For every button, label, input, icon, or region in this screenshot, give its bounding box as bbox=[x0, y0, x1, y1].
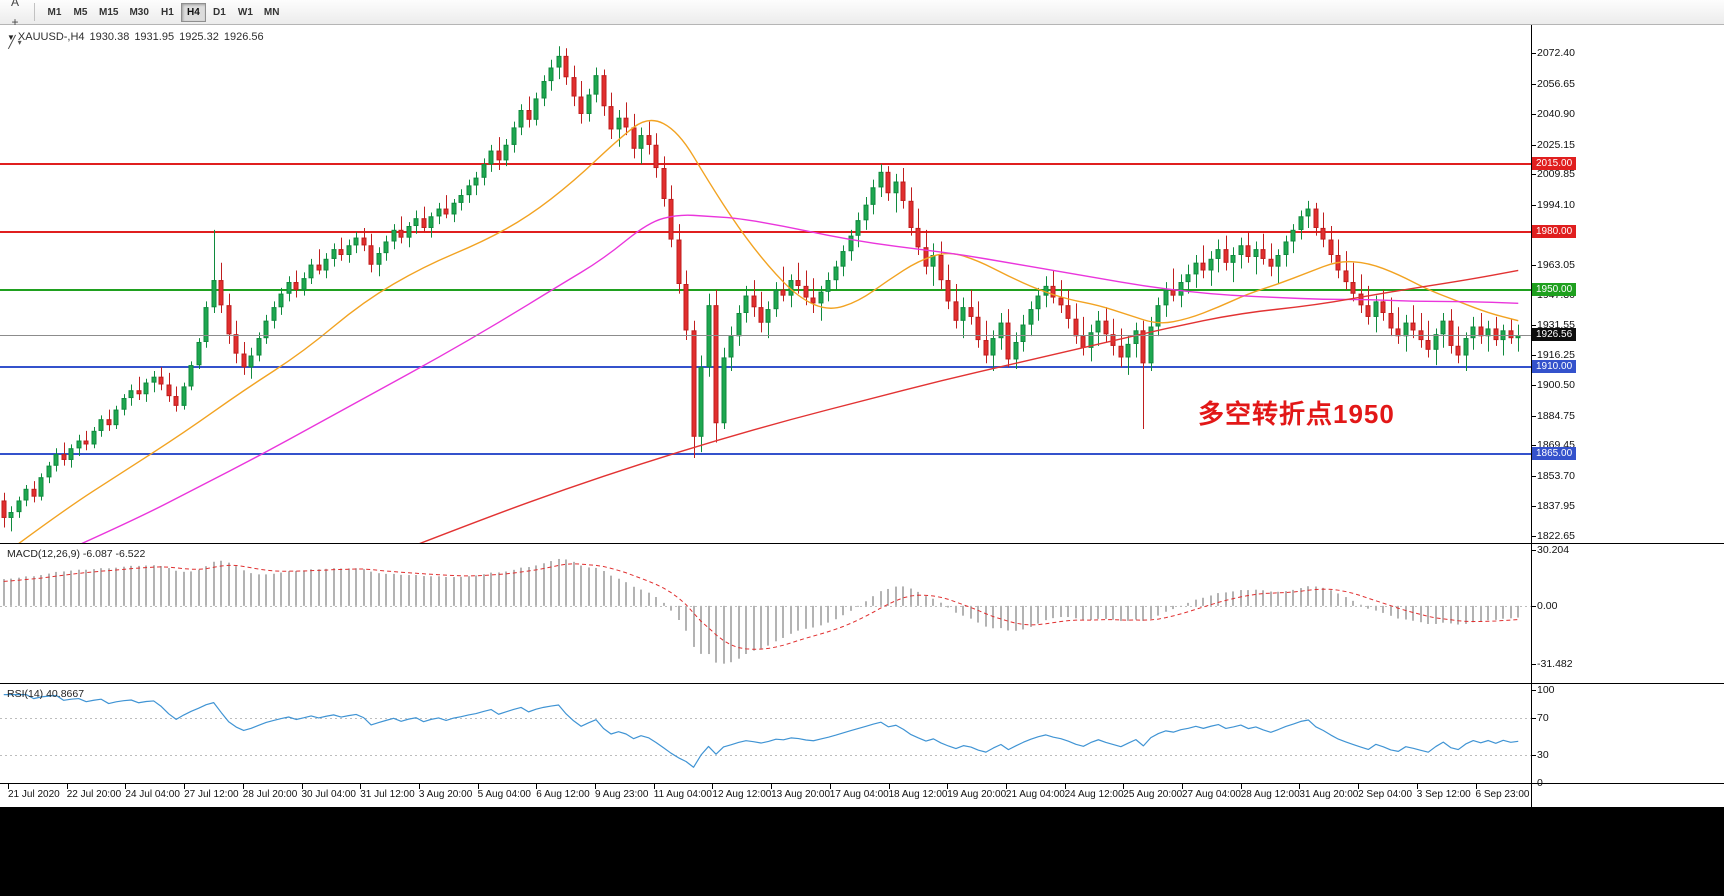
time-axis-label: 30 Jul 04:00 bbox=[301, 789, 357, 800]
time-axis-label: 27 Aug 04:00 bbox=[1182, 789, 1241, 800]
time-axis-label: 21 Jul 2020 bbox=[8, 789, 60, 800]
symbol-label: XAUUSD-,H4 bbox=[17, 31, 85, 43]
timeframe-button-m15[interactable]: M15 bbox=[94, 3, 123, 22]
timeframe-button-m30[interactable]: M30 bbox=[124, 3, 153, 22]
timeframe-toolbar: M1 M5 M15 M30 H1 H4 D1 W1 MN bbox=[42, 2, 285, 22]
price-axis-tick: 1884.75 bbox=[1537, 409, 1575, 422]
price-axis-tick: 1837.95 bbox=[1537, 500, 1575, 513]
time-axis-label: 22 Jul 20:00 bbox=[66, 789, 122, 800]
timeframe-button-mn[interactable]: MN bbox=[259, 3, 285, 22]
text-tool-icon-glyph: A bbox=[10, 0, 19, 9]
level-badge-2015.00: 2015.00 bbox=[1532, 157, 1577, 171]
toolbar-separator bbox=[34, 3, 35, 21]
time-axis-label: 19 Aug 20:00 bbox=[947, 789, 1007, 800]
time-axis-label: 18 Aug 12:00 bbox=[888, 789, 948, 800]
price-axis-tick: 2040.90 bbox=[1537, 108, 1575, 121]
toolbar-icon-group: ≡A+╱▾ bbox=[4, 0, 27, 52]
macd-axis-tick: 30.204 bbox=[1537, 544, 1570, 557]
price-axis-tick: 2072.40 bbox=[1537, 47, 1575, 60]
high-value: 1931.95 bbox=[134, 31, 175, 43]
trendline-tools-dropdown-glyph: ╱ bbox=[8, 35, 16, 49]
level-line-1865.00[interactable] bbox=[0, 453, 1531, 456]
timeframe-button-m5[interactable]: M5 bbox=[68, 3, 93, 22]
price-axis-tick: 1900.50 bbox=[1537, 379, 1575, 392]
price-axis-line bbox=[1531, 25, 1532, 807]
rsi-axis-tick: 0 bbox=[1537, 777, 1543, 789]
rsi-indicator-label: RSI(14) 40.8667 bbox=[7, 688, 85, 700]
price-axis-tick: 2056.65 bbox=[1537, 77, 1575, 90]
chart-header: ▼ XAUUSD-,H4 1930.38 1931.95 1925.32 1926.56 bbox=[7, 31, 269, 43]
window-bottom-bar bbox=[0, 807, 1724, 896]
time-axis-label: 9 Aug 23:00 bbox=[595, 789, 649, 800]
time-axis-label: 21 Aug 04:00 bbox=[1005, 789, 1065, 800]
price-axis-tick: 1963.05 bbox=[1537, 258, 1575, 271]
time-axis-label: 28 Aug 12:00 bbox=[1240, 789, 1300, 800]
crosshair-icon[interactable]: + bbox=[4, 12, 26, 32]
macd-axis-tick: 0.00 bbox=[1537, 599, 1558, 612]
macd-indicator-label: MACD(12,26,9) -6.087 -6.522 bbox=[7, 548, 146, 560]
timeframe-button-m1[interactable]: M1 bbox=[42, 3, 67, 22]
time-axis-label: 31 Jul 12:00 bbox=[360, 789, 415, 800]
chart-annotation-text[interactable]: 多空转折点1950 bbox=[1198, 399, 1395, 429]
current-price-badge: 1926.56 bbox=[1532, 328, 1577, 342]
level-badge-1980.00: 1980.00 bbox=[1532, 224, 1577, 238]
low-value: 1925.32 bbox=[179, 31, 219, 43]
level-line-1910.00[interactable] bbox=[0, 366, 1531, 369]
timeframe-button-d1[interactable]: D1 bbox=[207, 3, 232, 22]
time-axis-label: 5 Aug 04:00 bbox=[477, 789, 531, 800]
time-axis-label: 13 Aug 20:00 bbox=[771, 789, 831, 800]
price-axis-tick: 1853.70 bbox=[1537, 469, 1575, 482]
level-line-1980.00[interactable] bbox=[0, 230, 1531, 233]
macd-axis-tick: -31.482 bbox=[1537, 657, 1573, 670]
rsi-axis-tick: 30 bbox=[1537, 749, 1549, 762]
time-axis-label: 12 Aug 12:00 bbox=[712, 789, 772, 800]
text-tool-icon[interactable]: A bbox=[4, 0, 26, 12]
time-axis-label: 28 Jul 20:00 bbox=[242, 789, 298, 800]
price-axis-tick: 1822.65 bbox=[1537, 529, 1575, 542]
time-axis-label: 3 Sep 12:00 bbox=[1416, 789, 1471, 800]
trendline-tools-dropdown[interactable]: ╱ ▾ bbox=[4, 32, 26, 52]
level-line-2015.00[interactable] bbox=[0, 163, 1531, 166]
time-axis-label: 24 Aug 12:00 bbox=[1064, 789, 1124, 800]
dropdown-caret-icon: ▾ bbox=[17, 37, 22, 47]
timeframe-button-w1[interactable]: W1 bbox=[233, 3, 258, 22]
macd-rsi-separator[interactable] bbox=[0, 683, 1724, 684]
time-axis-label: 6 Aug 12:00 bbox=[536, 789, 590, 800]
time-axis-label: 24 Jul 04:00 bbox=[125, 789, 180, 800]
time-axis-label: 11 Aug 04:00 bbox=[653, 789, 712, 800]
time-axis-separator bbox=[0, 783, 1724, 784]
time-axis-label: 25 Aug 20:00 bbox=[1123, 789, 1183, 800]
crosshair-icon-glyph: + bbox=[11, 15, 19, 29]
level-badge-1910.00: 1910.00 bbox=[1532, 360, 1577, 374]
price-axis-tick: 2025.15 bbox=[1537, 138, 1575, 151]
rsi-axis-tick: 100 bbox=[1537, 684, 1555, 696]
level-badge-1865.00: 1865.00 bbox=[1532, 447, 1577, 461]
close-value: 1926.56 bbox=[223, 31, 264, 43]
time-axis-label: 3 Aug 20:00 bbox=[418, 789, 473, 800]
level-badge-1950.00: 1950.00 bbox=[1532, 282, 1577, 296]
timeframe-button-h1[interactable]: H1 bbox=[155, 3, 180, 22]
time-axis-label: 2 Sep 04:00 bbox=[1358, 789, 1413, 800]
time-axis-label: 31 Aug 20:00 bbox=[1299, 789, 1359, 800]
open-value: 1930.38 bbox=[89, 31, 130, 43]
timeframe-button-h4[interactable]: H4 bbox=[180, 3, 206, 22]
time-axis-label: 27 Jul 12:00 bbox=[184, 789, 239, 800]
rsi-axis-tick: 70 bbox=[1537, 711, 1549, 724]
main-macd-separator[interactable] bbox=[0, 543, 1724, 544]
time-axis-label: 6 Sep 23:00 bbox=[1475, 789, 1530, 800]
price-axis-tick: 1994.10 bbox=[1537, 198, 1575, 211]
time-axis-label: 17 Aug 04:00 bbox=[829, 789, 889, 800]
level-line-1950.00[interactable] bbox=[0, 288, 1531, 291]
